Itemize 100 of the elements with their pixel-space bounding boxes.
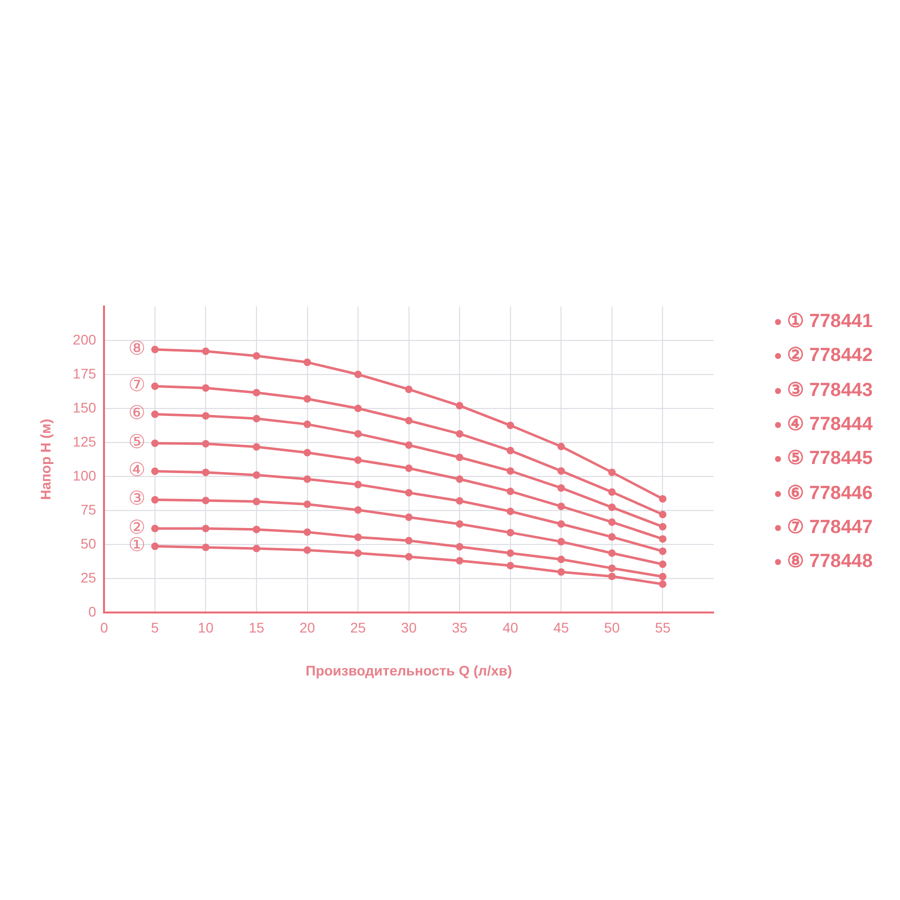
point: [658, 510, 666, 518]
x-tick-label: 45: [553, 620, 570, 636]
point: [354, 549, 362, 557]
point: [252, 471, 260, 479]
point: [557, 568, 565, 576]
legend-label: ② 778442: [787, 344, 873, 368]
legend-label: ⑧ 778448: [787, 550, 873, 574]
point: [506, 467, 514, 475]
x-tick-label: 50: [604, 620, 620, 636]
point: [456, 475, 464, 483]
point: [151, 467, 159, 475]
point: [608, 504, 616, 512]
point: [456, 454, 464, 462]
point: [202, 440, 210, 448]
x-tick-label: 5: [151, 620, 160, 636]
x-tick-label: 20: [299, 620, 316, 636]
point: [658, 580, 666, 588]
y-tick-label: 0: [88, 603, 96, 620]
point: [304, 448, 312, 456]
point: [202, 544, 210, 552]
point: [456, 497, 464, 505]
legend-label: ③ 778443: [787, 378, 873, 403]
point: [252, 388, 260, 396]
point: [405, 488, 413, 496]
point: [405, 536, 413, 544]
legend-label: ④ 778444: [787, 413, 873, 438]
point: [557, 484, 565, 492]
x-axis-title: Производительность Q (л/хв): [306, 662, 512, 678]
x-tick-label: 10: [198, 620, 214, 636]
point: [151, 496, 159, 504]
point: [405, 386, 413, 394]
x-tick-label: 55: [654, 620, 671, 636]
point: [557, 442, 565, 450]
point: [456, 542, 464, 550]
point: [354, 370, 362, 378]
point: [252, 498, 260, 506]
point: [456, 402, 464, 410]
point: [405, 441, 413, 449]
point: [354, 430, 362, 438]
y-tick-label: 50: [80, 535, 96, 552]
y-tick-label: 75: [80, 501, 96, 518]
x-tick-label: 35: [452, 620, 468, 636]
y-tick-label: 125: [72, 433, 96, 450]
point: [304, 528, 312, 536]
point: [506, 508, 514, 516]
point: [354, 506, 362, 514]
point: [456, 556, 464, 564]
x-tick-label: 25: [350, 620, 366, 636]
legend-label: ⑤ 778445: [787, 447, 873, 472]
point: [151, 346, 159, 354]
point: [506, 549, 514, 557]
point: [354, 404, 362, 412]
point: [151, 382, 159, 390]
point: [608, 488, 616, 496]
point: [405, 416, 413, 424]
point: [506, 422, 514, 430]
point: [405, 553, 413, 561]
point: [151, 439, 159, 447]
point: [252, 443, 260, 451]
point: [557, 520, 565, 528]
point: [506, 562, 514, 570]
point: [557, 467, 565, 475]
point: [354, 533, 362, 541]
annotation: ④: [128, 459, 146, 482]
annotation: ③: [128, 488, 146, 510]
y-tick-label: 150: [72, 399, 96, 416]
point: [658, 547, 666, 555]
point: [354, 456, 362, 464]
point: [658, 522, 666, 530]
point: [456, 430, 464, 438]
x-tick-label: 15: [248, 620, 264, 636]
y-tick-label: 175: [72, 365, 96, 382]
point: [252, 414, 260, 422]
y-tick-label: 100: [72, 467, 96, 484]
point: [506, 446, 514, 454]
legend-label: ① 778441: [787, 310, 873, 334]
x-tick-label: 30: [401, 620, 417, 636]
point: [658, 535, 666, 543]
point: [557, 538, 565, 546]
point: [506, 488, 514, 496]
annotation: ⑦: [128, 374, 146, 396]
point: [202, 524, 210, 532]
point: [405, 464, 413, 472]
x-tick-label: 40: [502, 620, 518, 636]
point: [304, 500, 312, 508]
point: [151, 410, 159, 418]
point: [557, 556, 565, 564]
point: [608, 549, 616, 557]
y-tick-label: 200: [72, 331, 96, 348]
y-axis-title: Напор H (м): [37, 418, 54, 500]
y-tick-label: 25: [80, 569, 96, 586]
point: [405, 513, 413, 521]
point: [608, 518, 616, 526]
point: [202, 412, 210, 420]
point: [202, 468, 210, 476]
x-tick-label: 0: [100, 620, 108, 636]
point: [304, 475, 312, 483]
legend-label: ⑦ 778447: [787, 516, 873, 540]
point: [252, 526, 260, 534]
point: [608, 572, 616, 580]
